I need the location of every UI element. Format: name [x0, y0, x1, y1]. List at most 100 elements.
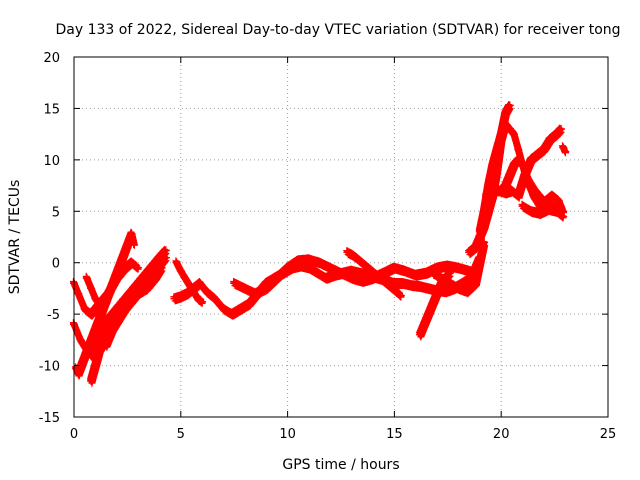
data-point [465, 248, 474, 257]
data-point [236, 305, 245, 313]
data-point [176, 292, 185, 301]
data-point [510, 161, 519, 169]
series-trace-5 [72, 228, 138, 380]
data-point [542, 197, 551, 205]
data-point [283, 263, 292, 272]
data-point [228, 310, 237, 319]
data-point [480, 207, 489, 216]
data-point [411, 271, 420, 280]
data-point [437, 274, 446, 283]
series-trace-4 [101, 253, 170, 351]
data-point [326, 263, 335, 272]
series-trace-17 [518, 200, 568, 222]
data-point [424, 284, 433, 293]
x-tick-label: 5 [177, 427, 185, 442]
data-point [176, 266, 185, 275]
data-point [428, 299, 437, 308]
data-point [535, 209, 544, 218]
x-axis-title: GPS time / hours [282, 457, 399, 473]
data-point [155, 261, 164, 270]
data-point [544, 205, 553, 214]
y-tick-label: 10 [43, 154, 60, 169]
data-point [390, 263, 399, 272]
data-point [181, 274, 190, 283]
data-point [465, 266, 474, 275]
series-trace-18 [559, 142, 570, 157]
data-point [445, 279, 454, 288]
data-point [149, 269, 158, 277]
y-axis-title: SDTVAR / TECUs [7, 180, 23, 295]
y-tick-label: 0 [52, 257, 60, 272]
x-tick-label: 25 [600, 427, 617, 442]
data-point [552, 207, 561, 216]
data-point [454, 284, 463, 293]
data-point [505, 171, 514, 180]
data-point [347, 274, 356, 283]
data-point [501, 109, 510, 118]
y-tick-label: 5 [52, 205, 60, 220]
axis-ticks: 0 5 10 15 20 25 -15 -10 -5 0 5 10 15 20 [39, 51, 617, 442]
data-point [304, 255, 313, 264]
data-point [484, 181, 493, 190]
data-point [322, 274, 331, 283]
data-point [142, 284, 151, 293]
data-point [445, 269, 454, 277]
data-point [497, 186, 506, 195]
data-point [546, 135, 555, 144]
data-point [313, 269, 322, 277]
data-point [87, 377, 96, 385]
data-point [172, 258, 181, 267]
series-markers [559, 142, 569, 157]
data-point [514, 191, 523, 200]
data-point [134, 263, 143, 272]
x-tick-label: 10 [279, 427, 296, 442]
data-point [518, 161, 527, 169]
data-point [240, 284, 249, 293]
data-point [196, 279, 205, 288]
data-point [198, 297, 207, 306]
grid [74, 57, 608, 417]
series-trace-9 [230, 254, 480, 300]
y-tick-label: -10 [39, 360, 60, 375]
data-point [433, 289, 442, 298]
data-point [351, 253, 360, 262]
data-point [210, 294, 219, 303]
data-point [114, 315, 123, 324]
data-point [471, 279, 480, 288]
data-point [488, 161, 497, 169]
data-point [251, 289, 260, 298]
data-point [315, 258, 324, 267]
data-point [127, 258, 136, 267]
data-point [127, 294, 136, 303]
data-point [272, 274, 281, 283]
data-point [557, 125, 566, 133]
x-tick-label: 15 [386, 427, 403, 442]
x-tick-label: 20 [493, 427, 510, 442]
data-point [161, 253, 170, 262]
data-point [379, 269, 388, 277]
data-point [127, 229, 136, 238]
data-point [416, 282, 425, 291]
data-point [193, 294, 202, 303]
y-tick-label: -5 [47, 308, 60, 323]
data-point [527, 207, 536, 216]
data-point [358, 277, 367, 286]
data-point [337, 269, 345, 277]
data-point [112, 305, 121, 313]
data-point [463, 287, 472, 296]
data-point [219, 305, 228, 313]
data-point [539, 145, 548, 154]
data-point [522, 176, 531, 185]
data-point [343, 248, 352, 257]
series-trace-12 [343, 247, 405, 301]
data-point [420, 320, 429, 329]
data-point [140, 274, 149, 283]
series-trace-6 [82, 272, 104, 309]
data-point [91, 361, 100, 370]
data-point [505, 101, 514, 110]
data-point [74, 289, 83, 298]
data-point [424, 310, 433, 319]
data-point [505, 125, 514, 133]
